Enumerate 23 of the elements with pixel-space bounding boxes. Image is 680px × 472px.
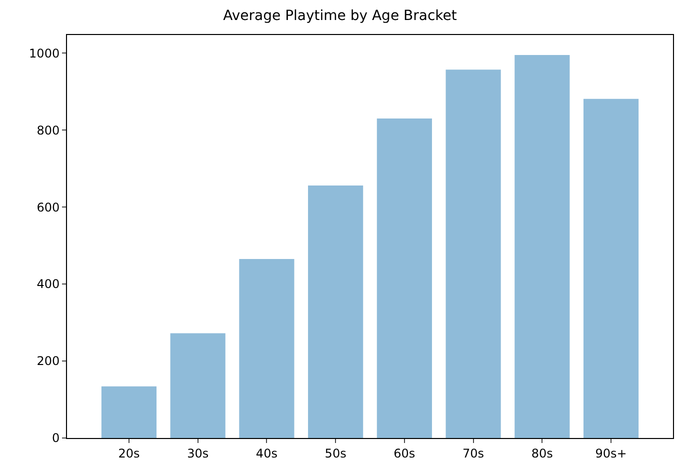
x-tick-label: 20s: [118, 446, 140, 460]
x-tick-label: 60s: [394, 446, 416, 460]
y-tick-label: 400: [36, 277, 60, 292]
x-tick-label: 40s: [256, 446, 278, 460]
x-tick-label: 30s: [187, 446, 209, 460]
bar: [308, 186, 364, 438]
bar: [239, 259, 294, 438]
x-tick-label: 70s: [462, 446, 484, 460]
y-tick-label: 0: [52, 431, 60, 446]
y-tick-label: 1000: [29, 46, 60, 60]
y-tick-label: 200: [36, 354, 60, 368]
bar: [101, 386, 157, 438]
y-tick-label: 800: [36, 123, 60, 138]
y-tick-label: 600: [36, 200, 60, 214]
bar: [376, 118, 432, 438]
x-tick-label: 80s: [531, 446, 553, 460]
bar: [170, 333, 226, 438]
bar: [514, 55, 570, 438]
x-tick-label: 50s: [324, 446, 346, 460]
bar: [446, 70, 501, 438]
bar: [583, 98, 639, 438]
x-tick-label: 90s+: [595, 446, 627, 460]
chart-title: Average Playtime by Age Bracket: [223, 8, 458, 24]
